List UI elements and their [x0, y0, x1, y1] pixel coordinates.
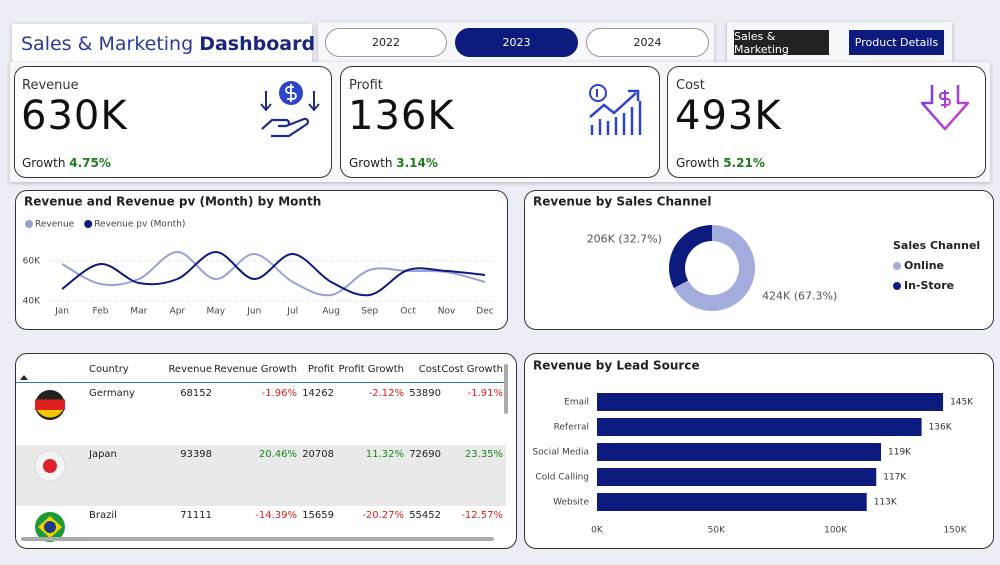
table-cell: -20.27% [362, 510, 404, 521]
flag-icon [34, 450, 66, 482]
table-cell: 55452 [409, 510, 441, 521]
growth-label: Growth [676, 156, 720, 170]
column-header: Revenue [168, 364, 212, 375]
kpi-label: Revenue [22, 78, 79, 93]
table-cell: 93398 [180, 449, 212, 460]
donut-card [524, 190, 994, 330]
year-button[interactable]: 2024 [586, 28, 709, 57]
table-cell: 14262 [302, 388, 334, 399]
table-cell: 20708 [302, 449, 334, 460]
title-box: Sales & Marketing Dashboard [12, 24, 315, 62]
dashboard-title: Sales & Marketing Dashboard [21, 33, 315, 55]
table-cell: 68152 [180, 388, 212, 399]
table-cell: 23.35% [464, 449, 503, 460]
kpi-label: Profit [349, 78, 383, 93]
table-cell: -12.57% [461, 510, 503, 521]
table-cell: 72690 [409, 449, 441, 460]
growth-value: 5.21% [723, 156, 765, 170]
nav-button[interactable]: Product Details [849, 30, 944, 55]
table-cell: -2.12% [368, 388, 404, 399]
kpi-growth: Growth 3.14% [349, 156, 438, 170]
table-cell: -14.39% [255, 510, 297, 521]
growth-value: 3.14% [396, 156, 438, 170]
growth-label: Growth [349, 156, 393, 170]
title-emphasis: Dashboard [199, 33, 316, 55]
table-cell: 20.46% [258, 449, 297, 460]
row-band [16, 445, 506, 506]
kpi-growth: Growth 4.75% [22, 156, 111, 170]
column-header: Profit [307, 364, 334, 375]
bar-card [524, 353, 994, 549]
nav-button[interactable]: Sales & Marketing [734, 30, 829, 56]
kpi-label: Cost [676, 78, 705, 93]
table-cell: -1.91% [467, 388, 503, 399]
kpi-card: Revenue 630K Growth 4.75% [14, 66, 332, 178]
table-cell: -1.96% [261, 388, 297, 399]
kpi-value: 493K [675, 93, 782, 139]
sort-arrow [20, 375, 28, 380]
nav-panel: Sales & Marketing Product Details [727, 22, 952, 62]
title-text: Sales & Marketing [21, 33, 194, 55]
table-cell: Brazil [89, 510, 117, 521]
country-table: Country Revenue Revenue Growth Profit Profit… [16, 354, 516, 548]
flag-icon [35, 390, 65, 420]
table-cell: 71111 [180, 510, 212, 521]
column-header: Cost [418, 364, 441, 375]
table-cell: Germany [89, 388, 135, 399]
year-panel: 2022 2023 2024 [318, 22, 714, 62]
kpi-value: 630K [21, 93, 128, 139]
header-rule [16, 382, 506, 383]
year-button[interactable]: 2023 [455, 28, 578, 57]
table-card: Country Revenue Revenue Growth Profit Profit… [15, 353, 517, 549]
kpi-growth: Growth 5.21% [676, 156, 765, 170]
vertical-scrollbar [504, 364, 508, 414]
table-cell: 53890 [409, 388, 441, 399]
column-header: Cost Growth [441, 364, 503, 375]
kpi-value: 136K [348, 93, 455, 139]
column-header: Profit Growth [338, 364, 404, 375]
table-cell: 15659 [302, 510, 334, 521]
table-cell: Japan [89, 449, 117, 460]
profit-icon [589, 84, 642, 135]
cost-icon [920, 85, 970, 131]
flag-icon [35, 512, 65, 542]
column-header: Country [89, 364, 129, 375]
revenue-icon [260, 81, 320, 138]
line-card [15, 190, 508, 330]
table-cell: 11.32% [365, 449, 404, 460]
kpi-card: Profit 136K Growth 3.14% [340, 66, 660, 178]
kpi-card: Cost 493K Growth 5.21% [667, 66, 986, 178]
growth-value: 4.75% [69, 156, 111, 170]
growth-label: Growth [22, 156, 66, 170]
horizontal-scrollbar [21, 537, 494, 541]
column-header: Revenue Growth [214, 364, 297, 375]
year-button[interactable]: 2022 [325, 28, 447, 57]
